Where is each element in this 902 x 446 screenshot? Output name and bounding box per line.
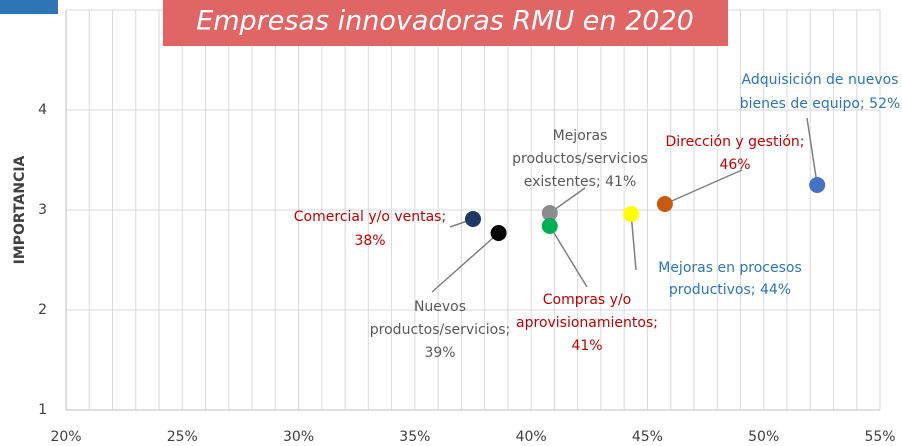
title-box (163, 0, 728, 46)
data-label: bienes de equipo; 52% (740, 96, 901, 112)
data-label: Mejoras en procesos (658, 260, 802, 276)
data-point-group: Mejoras productos/servicios existentes; 41… (512, 128, 648, 221)
chart-title: Empresas innovadoras RMU en 2020 (196, 6, 694, 37)
data-point-group: Mejoras en procesos productivos; 44% (623, 206, 802, 298)
data-label: 38% (354, 233, 385, 249)
y-tick-label: 2 (38, 302, 47, 318)
data-point-group: Compras y/o aprovisionamientos; 41% (516, 218, 658, 354)
leader-line (431, 232, 500, 293)
data-label: existentes; 41% (524, 174, 637, 190)
data-point-group: Dirección y gestión; 46% (656, 134, 805, 212)
x-tick-label: 30% (283, 429, 314, 445)
x-tick-label: 40% (516, 429, 547, 445)
data-label: 46% (719, 157, 750, 173)
x-tick-label: 25% (167, 429, 198, 445)
point (809, 177, 826, 193)
y-tick-label: 3 (38, 202, 47, 218)
data-label: Nuevos (414, 299, 466, 315)
data-label: Comercial y/o ventas; (294, 209, 446, 225)
data-label: aprovisionamientos; (516, 315, 658, 331)
data-point-group: Adquisición de nuevos bienes de equipo; 5… (740, 72, 901, 193)
point (623, 206, 640, 222)
x-tick-label: 55% (864, 429, 895, 445)
data-label: productos/servicios (512, 151, 648, 167)
data-point-group: Nuevos productos/servicios; 39% (370, 225, 510, 361)
leader-line (630, 213, 637, 271)
x-tick-label: 45% (632, 429, 663, 445)
point (656, 196, 673, 212)
point (490, 225, 507, 241)
x-tick-label: 20% (50, 429, 81, 445)
point (541, 218, 558, 234)
data-label: 41% (571, 338, 602, 354)
corner-tab (0, 0, 58, 14)
x-tick-label: 35% (399, 429, 430, 445)
data-label: productivos; 44% (669, 282, 791, 298)
x-tick-label: 50% (748, 429, 779, 445)
data-label: Adquisición de nuevos (742, 72, 899, 88)
y-tick-label: 1 (38, 402, 47, 418)
point (541, 205, 558, 221)
leader-line (806, 117, 818, 186)
data-label: 39% (424, 345, 455, 361)
y-axis-label: IMPORTANCIA (12, 155, 28, 264)
data-point-group: Comercial y/o ventas; 38% (294, 209, 481, 249)
leader-line (549, 225, 588, 288)
leader-line (664, 169, 743, 205)
data-label: Compras y/o (543, 292, 632, 308)
point (465, 211, 481, 227)
y-tick-label: 4 (38, 102, 47, 118)
data-label: productos/servicios; (370, 322, 510, 338)
data-label: Mejoras (553, 128, 608, 144)
data-label: Dirección y gestión; (666, 134, 805, 150)
